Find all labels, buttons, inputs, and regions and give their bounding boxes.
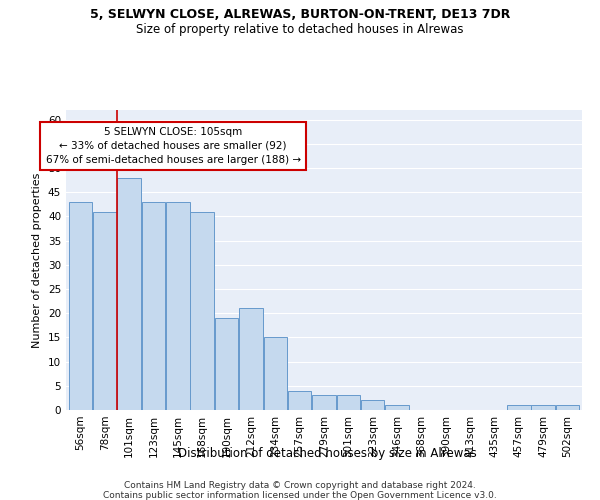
Text: Size of property relative to detached houses in Alrewas: Size of property relative to detached ho…	[136, 22, 464, 36]
Text: Contains HM Land Registry data © Crown copyright and database right 2024.: Contains HM Land Registry data © Crown c…	[124, 481, 476, 490]
Bar	[69, 202, 92, 410]
Bar	[239, 308, 263, 410]
Bar	[556, 405, 579, 410]
Bar	[361, 400, 385, 410]
Text: 5 SELWYN CLOSE: 105sqm
← 33% of detached houses are smaller (92)
67% of semi-det: 5 SELWYN CLOSE: 105sqm ← 33% of detached…	[46, 127, 301, 165]
Bar	[263, 338, 287, 410]
Y-axis label: Number of detached properties: Number of detached properties	[32, 172, 43, 348]
Bar	[312, 396, 336, 410]
Bar	[142, 202, 166, 410]
Bar	[337, 396, 360, 410]
Text: Contains public sector information licensed under the Open Government Licence v3: Contains public sector information licen…	[103, 491, 497, 500]
Text: Distribution of detached houses by size in Alrewas: Distribution of detached houses by size …	[178, 448, 476, 460]
Bar	[93, 212, 117, 410]
Bar	[531, 405, 555, 410]
Bar	[166, 202, 190, 410]
Bar	[507, 405, 530, 410]
Bar	[215, 318, 238, 410]
Bar	[288, 390, 311, 410]
Bar	[385, 405, 409, 410]
Bar	[118, 178, 141, 410]
Bar	[190, 212, 214, 410]
Text: 5, SELWYN CLOSE, ALREWAS, BURTON-ON-TRENT, DE13 7DR: 5, SELWYN CLOSE, ALREWAS, BURTON-ON-TREN…	[90, 8, 510, 20]
